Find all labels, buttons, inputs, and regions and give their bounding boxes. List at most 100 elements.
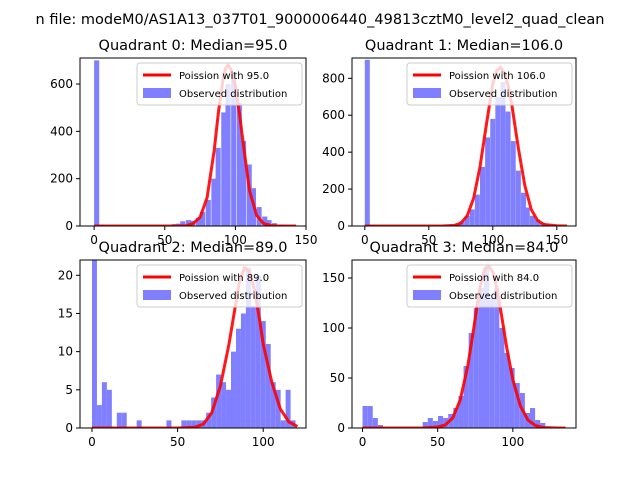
x-tick-label: 100: [501, 435, 524, 449]
y-tick-label: 400: [322, 145, 345, 159]
panel-quadrant-3: 0 50 100 0 50 100 150 Quadrant 3: Median=84.0 Po…: [322, 240, 577, 449]
histogram-bar: [483, 266, 490, 428]
y-tick: 150: [322, 271, 352, 285]
y-tick-label: 0: [65, 219, 73, 233]
plot-area: [362, 264, 566, 428]
x-tick: 0: [90, 226, 98, 247]
legend-label-observed: Observed distribution: [179, 89, 287, 100]
x-tick: 100: [252, 428, 275, 449]
histogram-bar: [364, 59, 370, 226]
histogram-bar: [500, 82, 506, 226]
x-tick-label: 100: [252, 435, 275, 449]
histogram-bar: [221, 112, 227, 226]
histogram-bar: [504, 353, 510, 428]
histogram-bar: [468, 333, 474, 428]
histogram-bar: [464, 215, 470, 226]
histogram-bar: [195, 217, 201, 226]
histogram-bar: [489, 298, 495, 428]
x-tick: 0: [359, 428, 367, 449]
x-tick-label: 50: [170, 435, 185, 449]
histogram-bar: [225, 84, 231, 226]
x-tick: 50: [170, 428, 185, 449]
panel-quadrant-2: 0 50 100 0 5 10 15 20 Quadrant 2: Median=89.0 Poi…: [58, 240, 307, 449]
histogram-bar: [231, 72, 237, 226]
y-tick: 400: [50, 124, 80, 138]
legend-swatch-observed: [143, 290, 171, 300]
histogram-bar: [469, 209, 475, 226]
y-tick-label: 0: [337, 421, 345, 435]
histogram-bar: [205, 199, 211, 226]
legend-label-observed: Observed distribution: [179, 291, 287, 302]
histogram-bar: [495, 96, 501, 226]
histogram-bar: [262, 216, 268, 226]
x-tick-label: 0: [90, 233, 98, 247]
histogram-bar: [240, 313, 246, 428]
histogram-bar: [266, 220, 272, 226]
x-tick-label: 0: [359, 435, 367, 449]
histogram-bar: [211, 397, 217, 428]
histogram-bar: [96, 405, 102, 428]
legend-box: [406, 264, 573, 308]
y-tick-label: 800: [322, 71, 345, 85]
histogram-bar: [499, 328, 505, 428]
panel-title: Quadrant 2: Median=89.0: [99, 240, 288, 256]
y-tick: 50: [330, 371, 352, 385]
y-tick: 10: [58, 345, 80, 359]
y-tick-label: 0: [337, 219, 345, 233]
x-tick: 0: [361, 226, 369, 247]
histogram-bar: [181, 420, 187, 428]
histogram-bar: [485, 137, 491, 226]
y-tick-label: 10: [58, 345, 73, 359]
y-tick-label: 150: [322, 271, 345, 285]
histogram-bar: [480, 166, 485, 226]
legend: Poission with 84.0 Observed distribution: [406, 264, 573, 308]
histogram-bar: [473, 308, 479, 428]
histogram-bar: [255, 275, 261, 428]
histogram-bar: [250, 305, 256, 428]
x-tick: 150: [295, 226, 317, 247]
legend-box: [136, 62, 303, 106]
histogram-bar: [200, 211, 206, 226]
histogram-bar: [215, 147, 221, 226]
histogram-bar: [535, 420, 541, 428]
histogram-bar: [520, 192, 526, 226]
histogram-bar: [206, 412, 212, 428]
legend-box: [136, 264, 303, 308]
histogram-bar: [515, 170, 521, 226]
y-tick: 0: [65, 219, 80, 233]
x-tick: 100: [481, 226, 504, 247]
histogram-bar: [101, 382, 107, 428]
histogram-bar: [236, 102, 242, 226]
x-tick-label: 100: [224, 233, 247, 247]
histogram-bar: [265, 344, 271, 428]
histogram-bar: [422, 422, 428, 428]
histogram-bar: [432, 421, 438, 428]
legend: Poission with 106.0 Observed distribution: [406, 62, 573, 106]
x-tick-label: 50: [157, 233, 172, 247]
y-tick: 5: [65, 383, 80, 397]
y-tick: 200: [50, 172, 80, 186]
histogram-bar: [106, 389, 112, 428]
x-tick-label: 100: [481, 233, 504, 247]
y-tick-label: 50: [330, 371, 345, 385]
histogram-bar: [235, 328, 241, 428]
plot-area: [364, 59, 568, 226]
histogram-bar: [166, 420, 172, 428]
panel-quadrant-0: 0 50 100 150 0 200 400 600 Quadrant 0: Median=95…: [50, 38, 317, 247]
histogram-bar: [116, 412, 122, 428]
y-tick-label: 400: [50, 124, 73, 138]
panel-quadrant-1: 0 50 100 150 0 200 400 600 800 Quadrant 1: Median…: [322, 38, 577, 247]
legend: Poission with 95.0 Observed distribution: [136, 62, 303, 106]
legend-swatch-observed: [413, 290, 441, 300]
histogram-bar: [275, 389, 281, 428]
x-tick-label: 0: [88, 435, 96, 449]
y-tick: 200: [322, 182, 352, 196]
plot-area: [94, 60, 297, 226]
histogram-bar: [494, 288, 500, 428]
histogram-bar: [458, 396, 464, 428]
histogram-bar: [186, 420, 192, 428]
legend-label-poisson: Poission with 89.0: [179, 273, 269, 284]
panel-title: Quadrant 3: Median=84.0: [370, 240, 559, 256]
panel-title: Quadrant 1: Median=106.0: [365, 38, 563, 54]
